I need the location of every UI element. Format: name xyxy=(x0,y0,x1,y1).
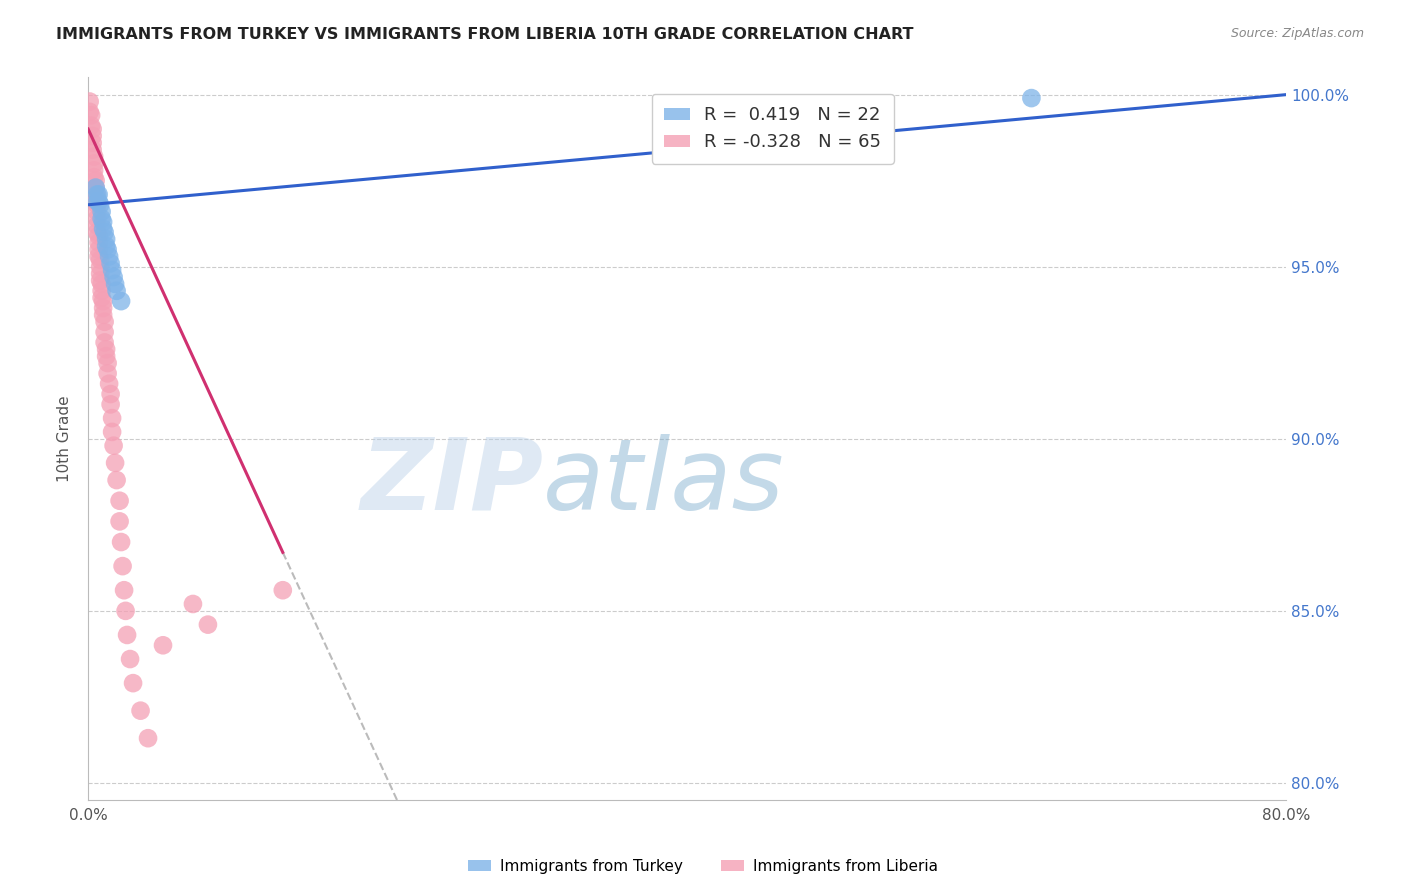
Point xyxy=(83,150,105,164)
Point xyxy=(197,617,219,632)
Text: Source: ZipAtlas.com: Source: ZipAtlas.com xyxy=(1230,27,1364,40)
Point xyxy=(100,256,122,270)
Point xyxy=(90,211,112,226)
Point xyxy=(91,222,114,236)
Text: IMMIGRANTS FROM TURKEY VS IMMIGRANTS FROM LIBERIA 10TH GRADE CORRELATION CHART: IMMIGRANTS FROM TURKEY VS IMMIGRANTS FRO… xyxy=(56,27,914,42)
Point xyxy=(91,308,114,322)
Point xyxy=(90,277,112,291)
Point xyxy=(83,156,105,170)
Point xyxy=(94,239,117,253)
Point xyxy=(84,180,107,194)
Point xyxy=(80,119,103,133)
Point xyxy=(110,294,132,309)
Point xyxy=(90,204,112,219)
Point xyxy=(82,136,104,150)
Point xyxy=(104,277,127,291)
Point xyxy=(97,356,120,370)
Point xyxy=(89,267,111,281)
Point xyxy=(94,349,117,363)
Point xyxy=(86,211,108,226)
Point xyxy=(93,325,115,339)
Point xyxy=(79,104,101,119)
Point xyxy=(86,198,108,212)
Point xyxy=(84,187,107,202)
Point xyxy=(91,294,114,309)
Point xyxy=(90,291,112,305)
Point xyxy=(79,95,101,109)
Point xyxy=(86,225,108,239)
Legend: R =  0.419   N = 22, R = -0.328   N = 65: R = 0.419 N = 22, R = -0.328 N = 65 xyxy=(651,94,894,164)
Y-axis label: 10th Grade: 10th Grade xyxy=(58,395,72,482)
Point xyxy=(89,260,111,274)
Point xyxy=(91,215,114,229)
Point xyxy=(115,628,138,642)
Point xyxy=(108,515,131,529)
Point xyxy=(82,122,104,136)
Point xyxy=(86,194,108,209)
Point xyxy=(91,301,114,315)
Text: ZIP: ZIP xyxy=(360,434,543,531)
Point xyxy=(87,194,110,209)
Point xyxy=(103,439,125,453)
Point xyxy=(98,376,121,391)
Point xyxy=(100,387,122,401)
Point xyxy=(103,270,125,285)
Point xyxy=(120,652,142,666)
Point xyxy=(1021,91,1043,105)
Point xyxy=(82,128,104,143)
Point xyxy=(83,170,105,185)
Legend: Immigrants from Turkey, Immigrants from Liberia: Immigrants from Turkey, Immigrants from … xyxy=(461,853,945,880)
Point xyxy=(87,243,110,257)
Point xyxy=(112,583,135,598)
Point xyxy=(122,676,145,690)
Point xyxy=(86,204,108,219)
Point xyxy=(84,174,107,188)
Point xyxy=(94,343,117,357)
Point xyxy=(105,284,128,298)
Point xyxy=(271,583,294,598)
Point xyxy=(93,335,115,350)
Point xyxy=(101,425,124,439)
Point xyxy=(93,315,115,329)
Text: atlas: atlas xyxy=(543,434,785,531)
Point xyxy=(136,731,159,746)
Point xyxy=(86,187,108,202)
Point xyxy=(89,252,111,267)
Point xyxy=(87,249,110,263)
Point xyxy=(108,493,131,508)
Point xyxy=(87,235,110,250)
Point xyxy=(80,108,103,122)
Point xyxy=(101,263,124,277)
Point xyxy=(105,473,128,487)
Point xyxy=(104,456,127,470)
Point xyxy=(90,284,112,298)
Point xyxy=(111,559,134,574)
Point xyxy=(83,163,105,178)
Point xyxy=(87,228,110,243)
Point xyxy=(93,225,115,239)
Point xyxy=(87,187,110,202)
Point xyxy=(82,143,104,157)
Point xyxy=(89,198,111,212)
Point xyxy=(84,194,107,209)
Point xyxy=(98,249,121,263)
Point xyxy=(94,232,117,246)
Point xyxy=(110,535,132,549)
Point xyxy=(129,704,152,718)
Point xyxy=(181,597,204,611)
Point xyxy=(84,180,107,194)
Point xyxy=(89,273,111,287)
Point xyxy=(100,397,122,411)
Point xyxy=(97,367,120,381)
Point xyxy=(97,243,120,257)
Point xyxy=(86,219,108,233)
Point xyxy=(101,411,124,425)
Point xyxy=(152,638,174,652)
Point xyxy=(114,604,136,618)
